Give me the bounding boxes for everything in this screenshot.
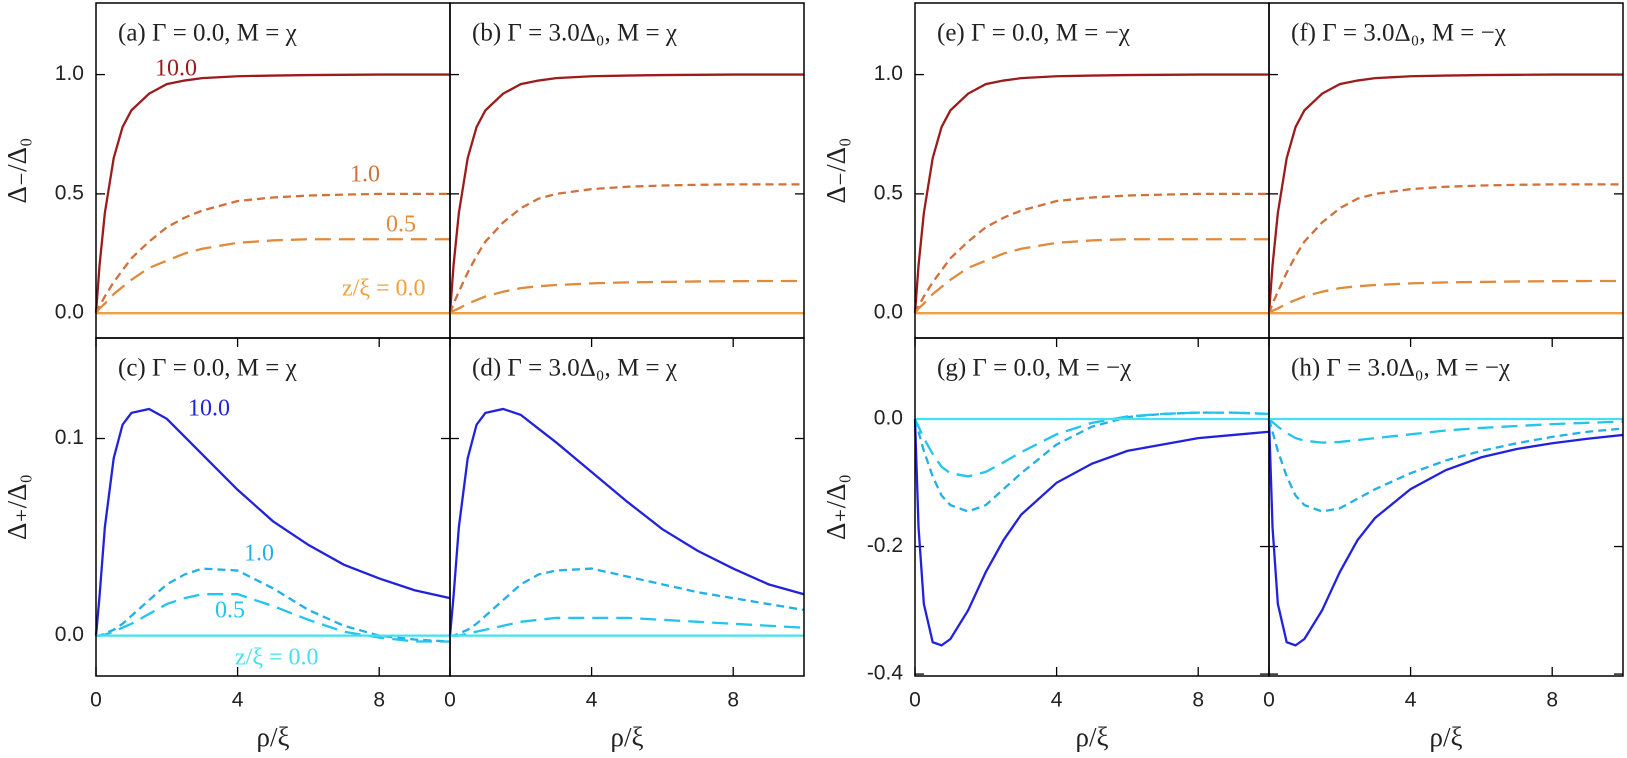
panel-frame <box>914 337 1270 677</box>
series-line <box>448 407 805 636</box>
panel-frame <box>914 2 1270 339</box>
series-line <box>913 418 1270 647</box>
series-line <box>96 567 451 643</box>
panel-title: (f) Γ = 3.0Δ₀, M = −χ <box>1291 20 1506 47</box>
panel-title: (e) Γ = 0.0, M = −χ <box>937 20 1130 47</box>
series-line <box>913 192 1269 314</box>
x-tick-label: 0 <box>444 689 456 712</box>
series-label: 10.0 <box>188 396 230 422</box>
series-line <box>94 73 450 314</box>
y-tick-label: 0.0 <box>55 623 84 646</box>
y-axis-label: Δ₊/Δ₀ <box>821 474 851 540</box>
series-label: 10.0 <box>155 56 197 82</box>
x-tick-label: 0 <box>90 689 102 712</box>
panel-title: (c) Γ = 0.0, M = χ <box>118 355 297 382</box>
series-line <box>1267 418 1624 647</box>
y-tick-label: 0.0 <box>55 301 84 324</box>
series-line <box>450 616 805 637</box>
x-tick-label: 8 <box>1546 689 1558 712</box>
y-axis-label: Δ₋/Δ₀ <box>2 138 32 204</box>
panel-frame <box>449 337 805 677</box>
y-tick-label: 0.0 <box>874 301 903 324</box>
series-line <box>1267 73 1623 314</box>
y-axis-label: Δ₊/Δ₀ <box>2 474 32 540</box>
panel-title: (h) Γ = 3.0Δ₀, M = −χ <box>1291 355 1510 382</box>
series-line <box>1268 279 1623 315</box>
x-tick-label: 4 <box>586 689 598 712</box>
series-line <box>96 593 450 643</box>
series-line <box>1267 418 1624 513</box>
y-tick-label: 1.0 <box>55 62 84 85</box>
y-tick-label: 1.0 <box>874 62 903 85</box>
series-label: 0.5 <box>215 598 245 624</box>
series-line <box>913 411 1270 513</box>
series-line <box>94 407 451 636</box>
series-label: 1.0 <box>350 162 380 188</box>
x-tick-label: 4 <box>1405 689 1417 712</box>
panel-title: (a) Γ = 0.0, M = χ <box>118 20 297 47</box>
series-line <box>95 238 450 314</box>
panel-frame <box>1268 337 1624 677</box>
x-axis-label: ρ/ξ <box>256 722 289 752</box>
y-tick-label: 0.0 <box>874 407 903 430</box>
panel-title: (g) Γ = 0.0, M = −χ <box>937 355 1131 382</box>
series-label: z/ξ = 0.0 <box>342 276 426 302</box>
x-tick-label: 4 <box>232 689 244 712</box>
series-line <box>94 192 450 314</box>
series-line <box>448 183 804 314</box>
panel-title: (b) Γ = 3.0Δ₀, M = χ <box>472 20 677 47</box>
series-line <box>913 73 1269 314</box>
series-line <box>448 73 804 314</box>
y-tick-label: -0.2 <box>867 534 903 557</box>
x-tick-label: 8 <box>1192 689 1204 712</box>
x-axis-label: ρ/ξ <box>1429 722 1462 752</box>
panel-title: (d) Γ = 3.0Δ₀, M = χ <box>472 355 677 382</box>
y-tick-label: 0.1 <box>55 426 84 449</box>
x-tick-label: 8 <box>727 689 739 712</box>
series-label: 0.5 <box>386 212 416 238</box>
y-axis-label: Δ₋/Δ₀ <box>821 138 851 204</box>
y-tick-label: 0.5 <box>55 181 84 204</box>
x-tick-label: 4 <box>1051 689 1063 712</box>
panel-frame <box>1268 2 1624 339</box>
x-axis-label: ρ/ξ <box>610 722 643 752</box>
x-axis-label: ρ/ξ <box>1075 722 1108 752</box>
series-line <box>449 279 804 315</box>
series-label: 1.0 <box>244 541 274 567</box>
series-label: z/ξ = 0.0 <box>235 645 319 671</box>
y-tick-label: 0.5 <box>874 181 903 204</box>
x-tick-label: 0 <box>1263 689 1275 712</box>
series-line <box>914 238 1269 314</box>
series-line <box>450 567 805 637</box>
panel-frame <box>95 337 451 677</box>
y-tick-label: -0.4 <box>867 662 904 685</box>
series-line <box>1267 183 1623 314</box>
x-tick-label: 8 <box>373 689 385 712</box>
panel-frame <box>449 2 805 339</box>
x-tick-label: 0 <box>909 689 921 712</box>
series-line <box>1268 418 1624 444</box>
series-line <box>913 411 1270 478</box>
